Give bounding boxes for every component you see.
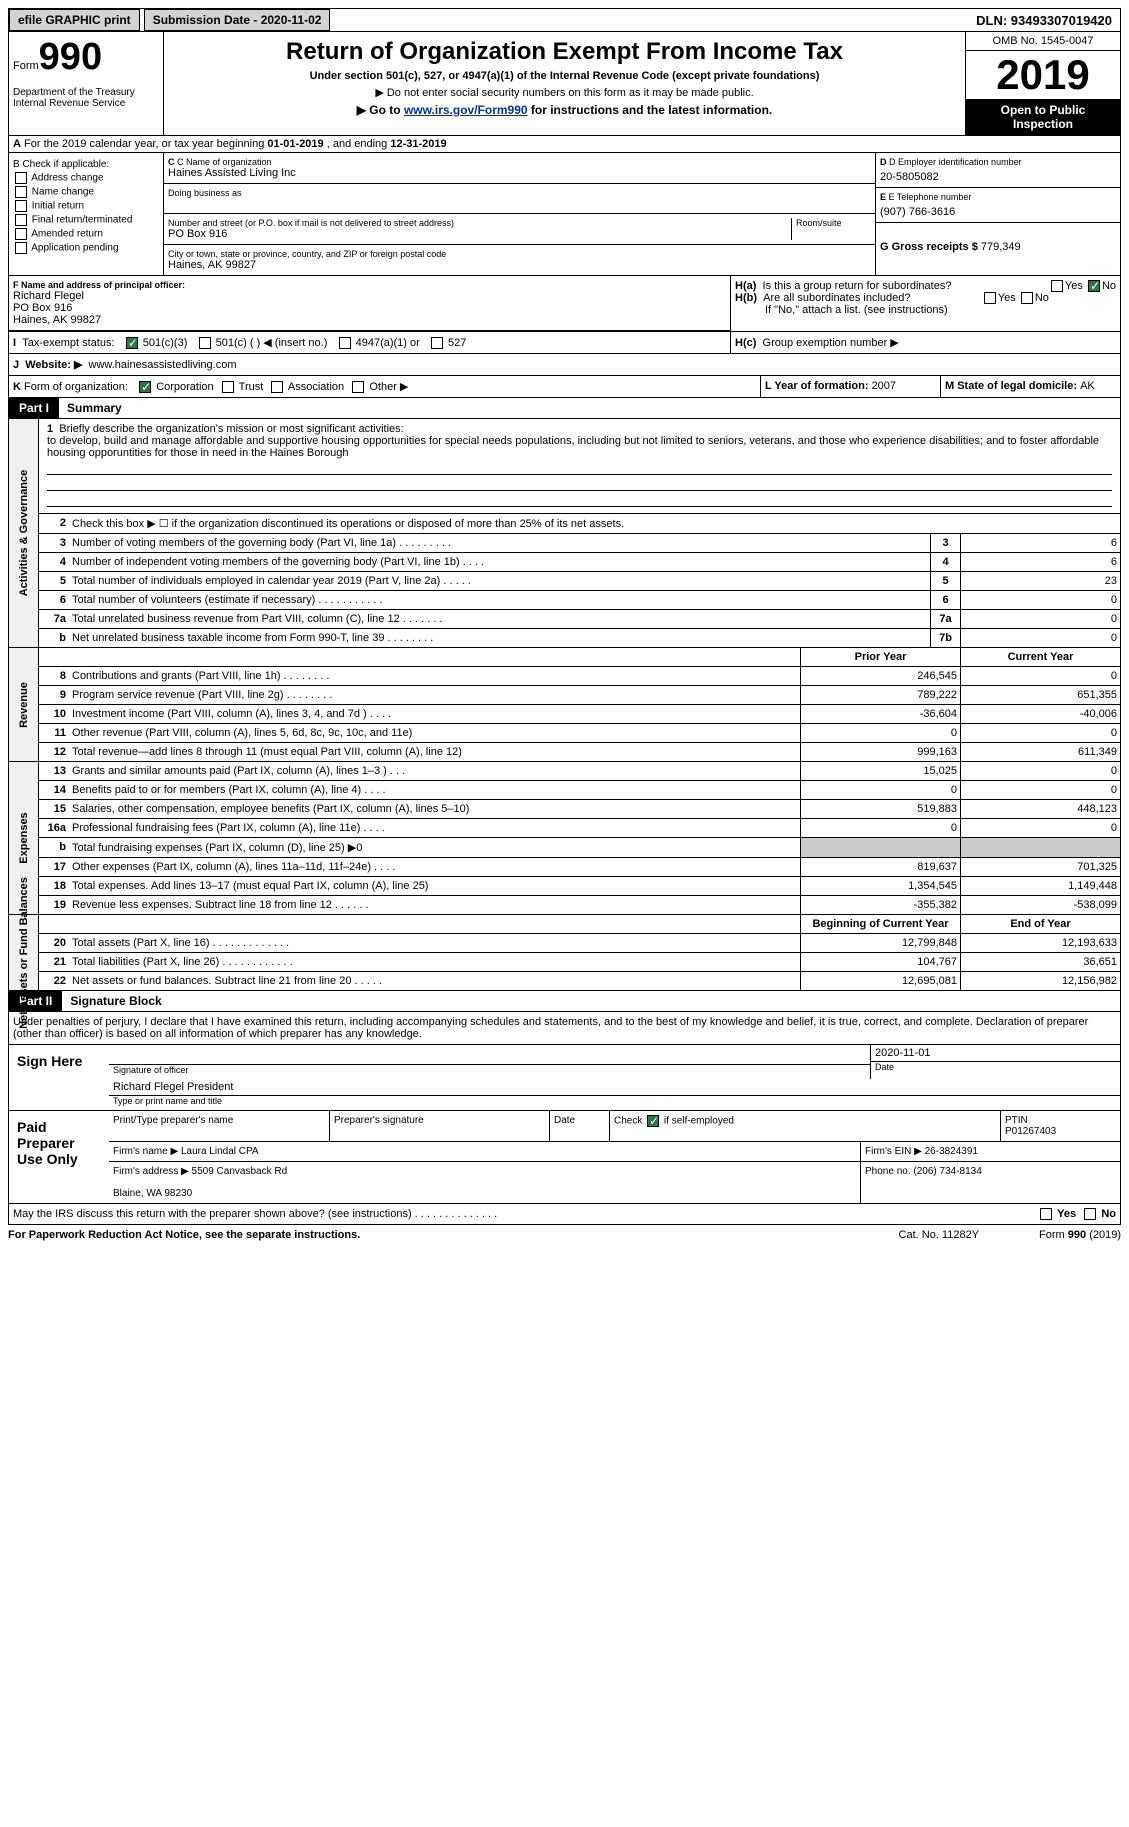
chk-trust[interactable] <box>222 381 234 393</box>
website: www.hainesassistedliving.com <box>89 359 237 371</box>
fin-row-8: 8 Contributions and grants (Part VIII, l… <box>39 667 1120 686</box>
irs-link[interactable]: www.irs.gov/Form990 <box>404 103 528 117</box>
fin-row-10: 10 Investment income (Part VIII, column … <box>39 705 1120 724</box>
fin-row-22: 22 Net assets or fund balances. Subtract… <box>39 972 1120 990</box>
form-header: Form990 Department of the Treasury Inter… <box>8 32 1121 136</box>
paid-preparer-label: Paid Preparer Use Only <box>9 1111 109 1203</box>
form-note-1: ▶ Do not enter social security numbers o… <box>170 86 959 99</box>
state-domicile: AK <box>1080 380 1095 392</box>
vtab-governance: Activities & Governance <box>9 419 39 647</box>
form-footer: Form 990 (2019) <box>1039 1229 1121 1241</box>
hb-yes[interactable] <box>984 292 996 304</box>
firm-ein: 26-3824391 <box>925 1146 978 1157</box>
phone: (907) 766-3616 <box>880 206 1116 218</box>
form-label: Form <box>13 60 39 72</box>
tax-year: 2019 <box>966 51 1120 99</box>
fin-row-17: 17 Other expenses (Part IX, column (A), … <box>39 858 1120 877</box>
fin-row-13: 13 Grants and similar amounts paid (Part… <box>39 762 1120 781</box>
perjury-statement: Under penalties of perjury, I declare th… <box>9 1012 1120 1044</box>
org-name: Haines Assisted Living Inc <box>168 167 871 179</box>
part-2-header: Part II Signature Block <box>8 991 1121 1012</box>
fin-row-21: 21 Total liabilities (Part X, line 26) .… <box>39 953 1120 972</box>
paperwork-notice: For Paperwork Reduction Act Notice, see … <box>8 1229 360 1241</box>
checkbox-name-change[interactable] <box>15 186 27 198</box>
chk-501c[interactable] <box>199 337 211 349</box>
gov-row-2: 2 Check this box ▶ ☐ if the organization… <box>39 514 1120 534</box>
firm-name: Laura Lindal CPA <box>181 1146 259 1157</box>
firm-addr: 5509 Canvasback Rd <box>192 1166 288 1177</box>
gross-receipts: 779,349 <box>981 241 1021 253</box>
gov-row-5: 5 Total number of individuals employed i… <box>39 572 1120 591</box>
form-link-row: ▶ Go to www.irs.gov/Form990 for instruct… <box>170 103 959 117</box>
form-number: 990 <box>39 36 102 78</box>
efile-button[interactable]: efile GRAPHIC print <box>9 9 140 31</box>
firm-phone: (206) 734-8134 <box>913 1166 981 1177</box>
fin-row-16a: 16a Professional fundraising fees (Part … <box>39 819 1120 838</box>
gov-row-3: 3 Number of voting members of the govern… <box>39 534 1120 553</box>
gov-row-4: 4 Number of independent voting members o… <box>39 553 1120 572</box>
sig-date: 2020-11-01 <box>871 1045 1120 1062</box>
firm-city: Blaine, WA 98230 <box>113 1188 192 1199</box>
vtab-net-assets: Net Assets or Fund Balances <box>9 915 39 990</box>
fin-row-9: 9 Program service revenue (Part VIII, li… <box>39 686 1120 705</box>
fin-row-19: 19 Revenue less expenses. Subtract line … <box>39 896 1120 914</box>
chk-other[interactable] <box>352 381 364 393</box>
discuss-no[interactable] <box>1084 1208 1096 1220</box>
ha-no[interactable] <box>1088 280 1100 292</box>
gov-row-7a: 7a Total unrelated business revenue from… <box>39 610 1120 629</box>
sign-here-label: Sign Here <box>9 1045 109 1110</box>
discuss-yes[interactable] <box>1040 1208 1052 1220</box>
fin-row-20: 20 Total assets (Part X, line 16) . . . … <box>39 934 1120 953</box>
cat-no: Cat. No. 11282Y <box>899 1229 980 1241</box>
mission-text: to develop, build and manage affordable … <box>47 435 1099 459</box>
chk-corp[interactable] <box>139 381 151 393</box>
vtab-revenue: Revenue <box>9 648 39 761</box>
officer-name-title: Richard Flegel President <box>109 1079 1120 1096</box>
col-b-label: B Check if applicable: <box>13 159 159 170</box>
gov-row-6: 6 Total number of volunteers (estimate i… <box>39 591 1120 610</box>
checkbox-address-change[interactable] <box>15 172 27 184</box>
chk-self-employed[interactable] <box>647 1115 659 1127</box>
officer-name: Richard Flegel <box>13 290 726 302</box>
department: Department of the Treasury Internal Reve… <box>13 87 159 109</box>
ptin: P01267403 <box>1005 1126 1056 1137</box>
fin-row-b: b Total fundraising expenses (Part IX, c… <box>39 838 1120 858</box>
org-city: Haines, AK 99827 <box>168 259 871 271</box>
checkbox-initial-return[interactable] <box>15 200 27 212</box>
dln: DLN: 93493307019420 <box>968 10 1120 31</box>
chk-4947[interactable] <box>339 337 351 349</box>
gov-row-b: b Net unrelated business taxable income … <box>39 629 1120 647</box>
form-subtitle: Under section 501(c), 527, or 4947(a)(1)… <box>170 70 959 82</box>
checkbox-final-return[interactable] <box>15 214 27 226</box>
col-b-checkboxes: B Check if applicable: Address change Na… <box>9 153 164 275</box>
part-1-header: Part I Summary <box>8 398 1121 419</box>
submission-date: Submission Date - 2020-11-02 <box>144 9 331 31</box>
fin-row-12: 12 Total revenue—add lines 8 through 11 … <box>39 743 1120 761</box>
chk-527[interactable] <box>431 337 443 349</box>
omb-number: OMB No. 1545-0047 <box>966 32 1120 51</box>
fin-row-15: 15 Salaries, other compensation, employe… <box>39 800 1120 819</box>
dba-label: Doing business as <box>168 188 871 198</box>
fin-row-11: 11 Other revenue (Part VIII, column (A),… <box>39 724 1120 743</box>
topbar: efile GRAPHIC print Submission Date - 20… <box>8 8 1121 32</box>
row-j: J Website: ▶ www.hainesassistedliving.co… <box>8 354 1121 376</box>
chk-501c3[interactable] <box>126 337 138 349</box>
checkbox-pending[interactable] <box>15 242 27 254</box>
fin-row-18: 18 Total expenses. Add lines 13–17 (must… <box>39 877 1120 896</box>
hb-no[interactable] <box>1021 292 1033 304</box>
row-a: A For the 2019 calendar year, or tax yea… <box>8 136 1121 153</box>
main-info-grid: B Check if applicable: Address change Na… <box>8 153 1121 276</box>
org-address: PO Box 916 <box>168 228 791 240</box>
chk-assoc[interactable] <box>271 381 283 393</box>
fin-row-14: 14 Benefits paid to or for members (Part… <box>39 781 1120 800</box>
checkbox-amended[interactable] <box>15 228 27 240</box>
ein: 20-5805082 <box>880 171 1116 183</box>
officer-addr: PO Box 916 <box>13 302 726 314</box>
officer-city: Haines, AK 99827 <box>13 314 726 326</box>
ha-yes[interactable] <box>1051 280 1063 292</box>
open-inspection: Open to Public Inspection <box>966 99 1120 135</box>
form-title: Return of Organization Exempt From Incom… <box>170 38 959 66</box>
year-formation: 2007 <box>872 380 896 392</box>
